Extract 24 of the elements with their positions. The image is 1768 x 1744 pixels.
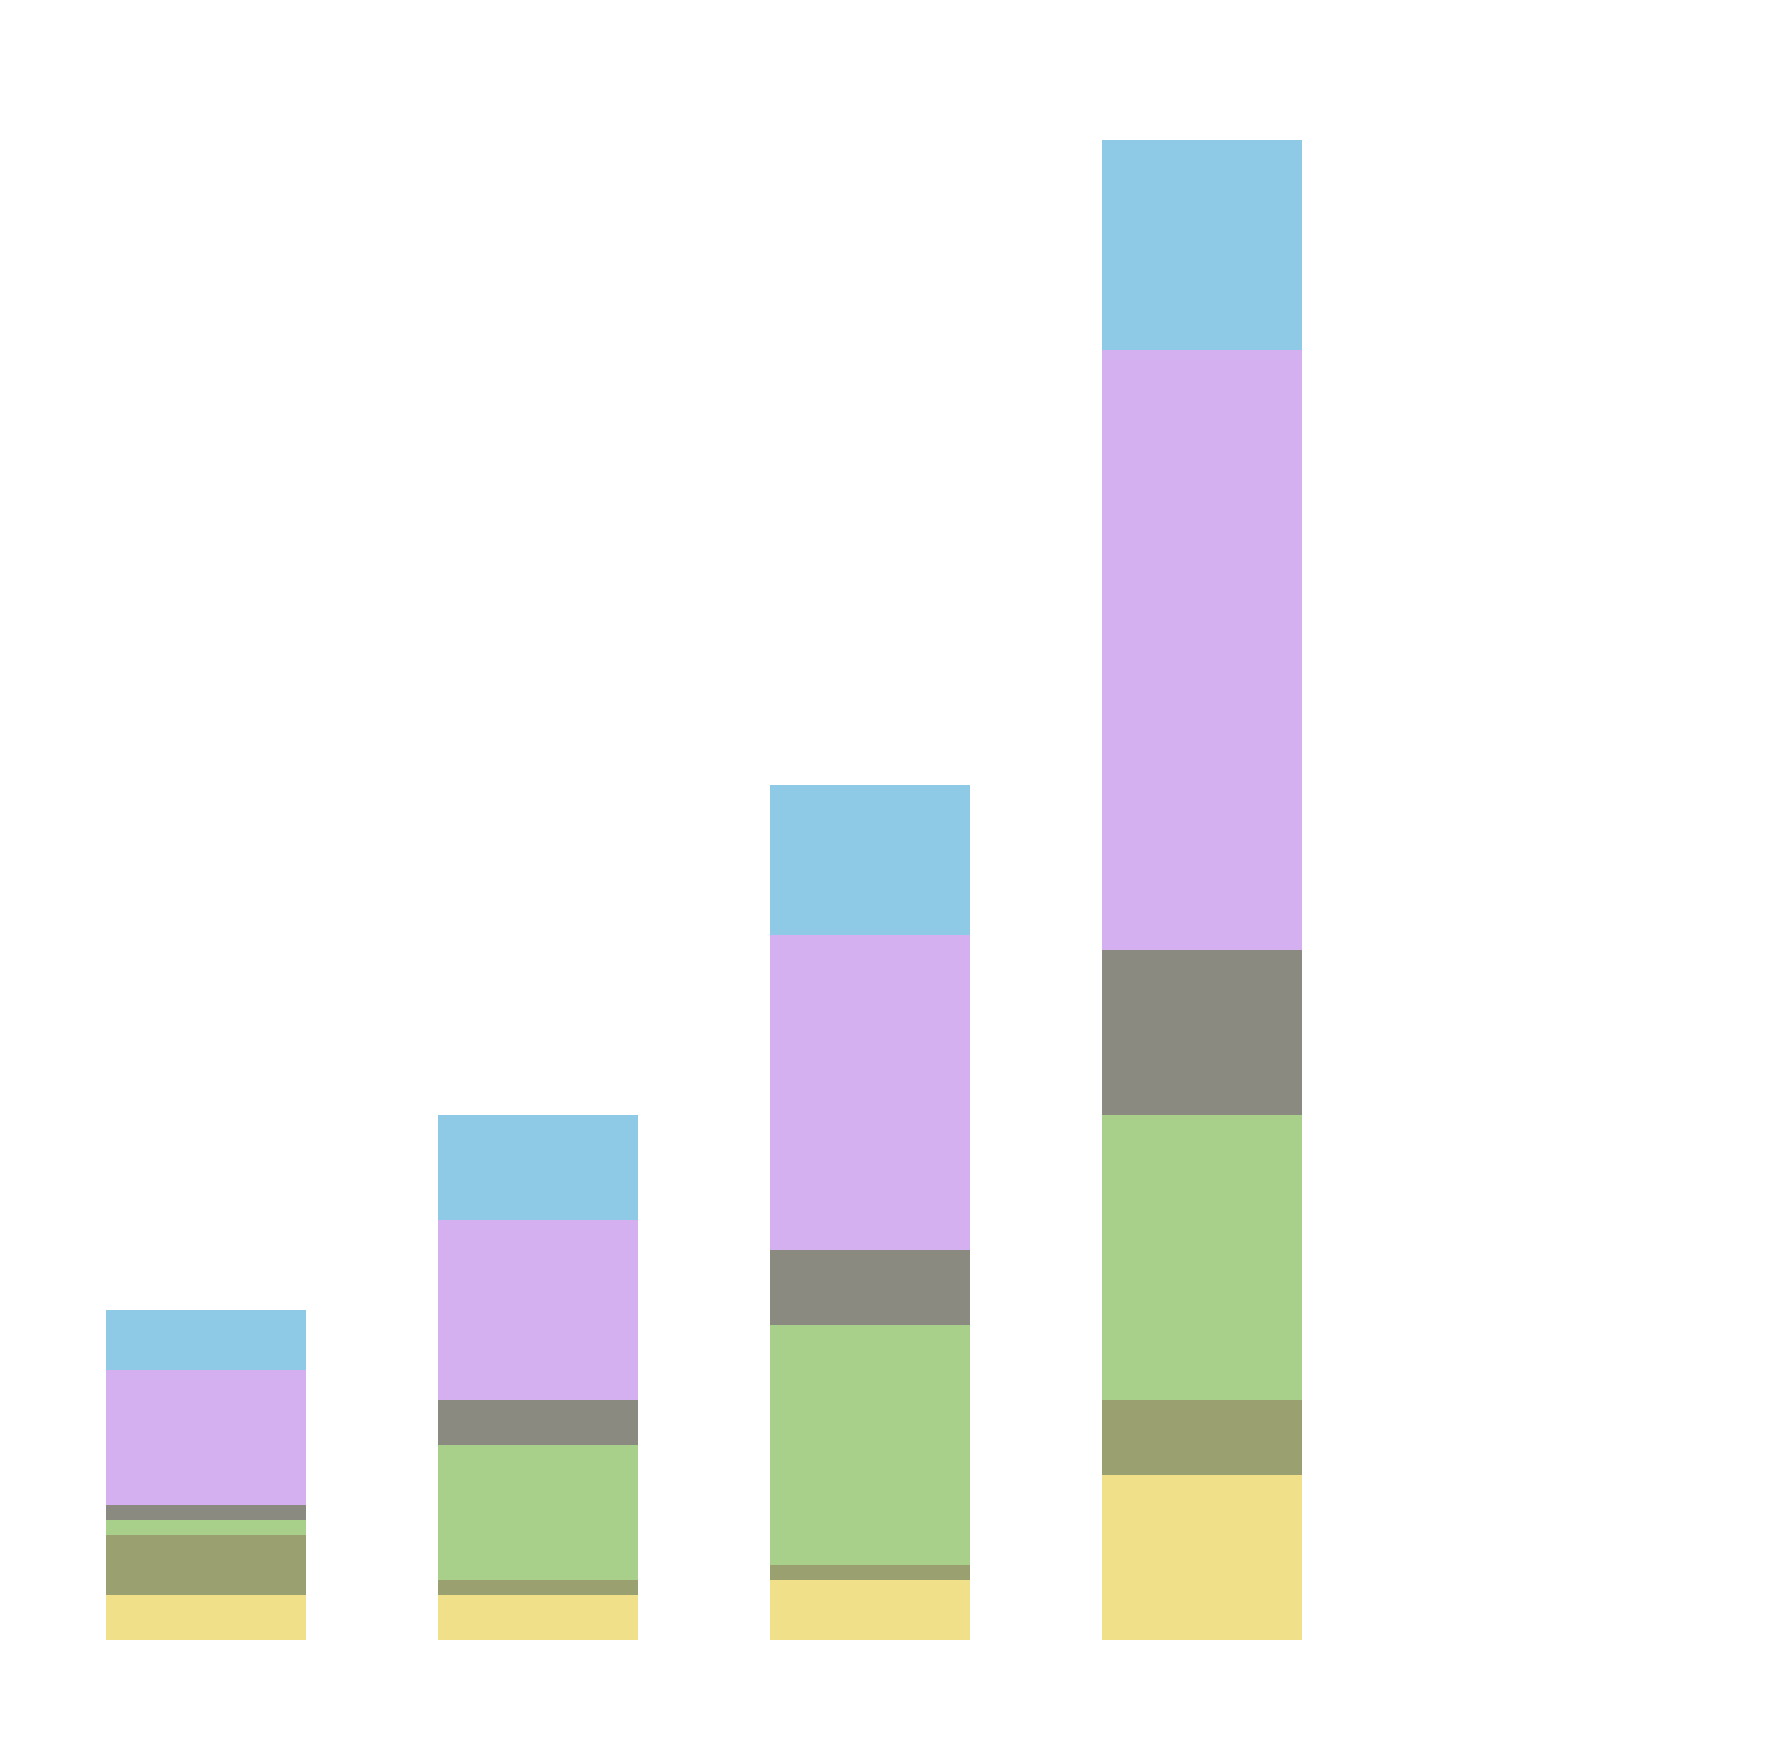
bar [770, 1565, 970, 1580]
bar [1102, 1115, 1302, 1400]
bar [1102, 1475, 1302, 1640]
bar [106, 1370, 306, 1505]
bar [106, 1310, 306, 1370]
bar [106, 1535, 306, 1595]
bar [106, 1595, 306, 1640]
bar [438, 1400, 638, 1445]
bar [106, 1520, 306, 1535]
bar [438, 1115, 638, 1220]
bar [1102, 950, 1302, 1115]
bar [770, 1250, 970, 1325]
bar [770, 1580, 970, 1640]
bar [770, 935, 970, 1250]
bar [770, 785, 970, 935]
bar [438, 1595, 638, 1640]
bar [1102, 350, 1302, 950]
bar [770, 1325, 970, 1565]
bar [106, 1505, 306, 1520]
bar [1102, 140, 1302, 350]
bar [438, 1220, 638, 1400]
bar [438, 1580, 638, 1595]
bar [1102, 1400, 1302, 1475]
bar [438, 1445, 638, 1580]
